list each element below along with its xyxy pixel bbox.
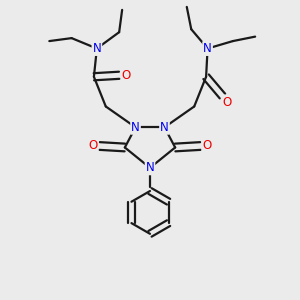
Text: O: O xyxy=(222,95,232,109)
Text: O: O xyxy=(122,69,131,82)
Text: N: N xyxy=(92,42,101,55)
Text: N: N xyxy=(131,121,140,134)
Text: N: N xyxy=(146,161,154,174)
Text: N: N xyxy=(160,121,169,134)
Text: N: N xyxy=(203,42,212,55)
Text: O: O xyxy=(202,140,212,152)
Text: O: O xyxy=(88,140,98,152)
